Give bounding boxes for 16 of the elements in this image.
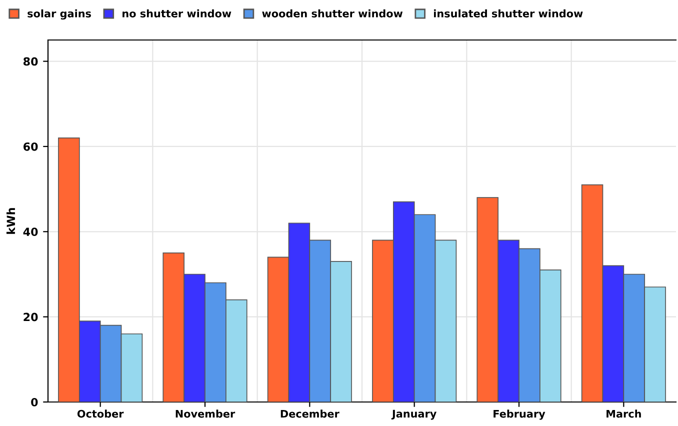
x-tick-label: October <box>77 410 124 418</box>
x-tick-label: February <box>494 410 546 420</box>
x-tick-label: January <box>391 410 436 420</box>
y-tick-label: 0 <box>31 398 38 406</box>
y-tick-label: 80 <box>23 57 38 66</box>
y-axis-title: kWh <box>6 208 15 234</box>
legend-label: insulated shutter window <box>434 9 583 18</box>
x-tick-label: November <box>176 410 236 418</box>
y-tick-label: 60 <box>24 142 38 151</box>
legend-label: wooden shutter window <box>262 9 403 18</box>
y-tick-label: 20 <box>24 312 38 322</box>
y-tick-label: 40 <box>23 228 38 236</box>
legend-label: solar gains <box>28 9 91 20</box>
x-tick-label: December <box>280 410 340 418</box>
legend-label: no shutter window <box>122 9 232 18</box>
x-tick-label: March <box>606 410 641 418</box>
